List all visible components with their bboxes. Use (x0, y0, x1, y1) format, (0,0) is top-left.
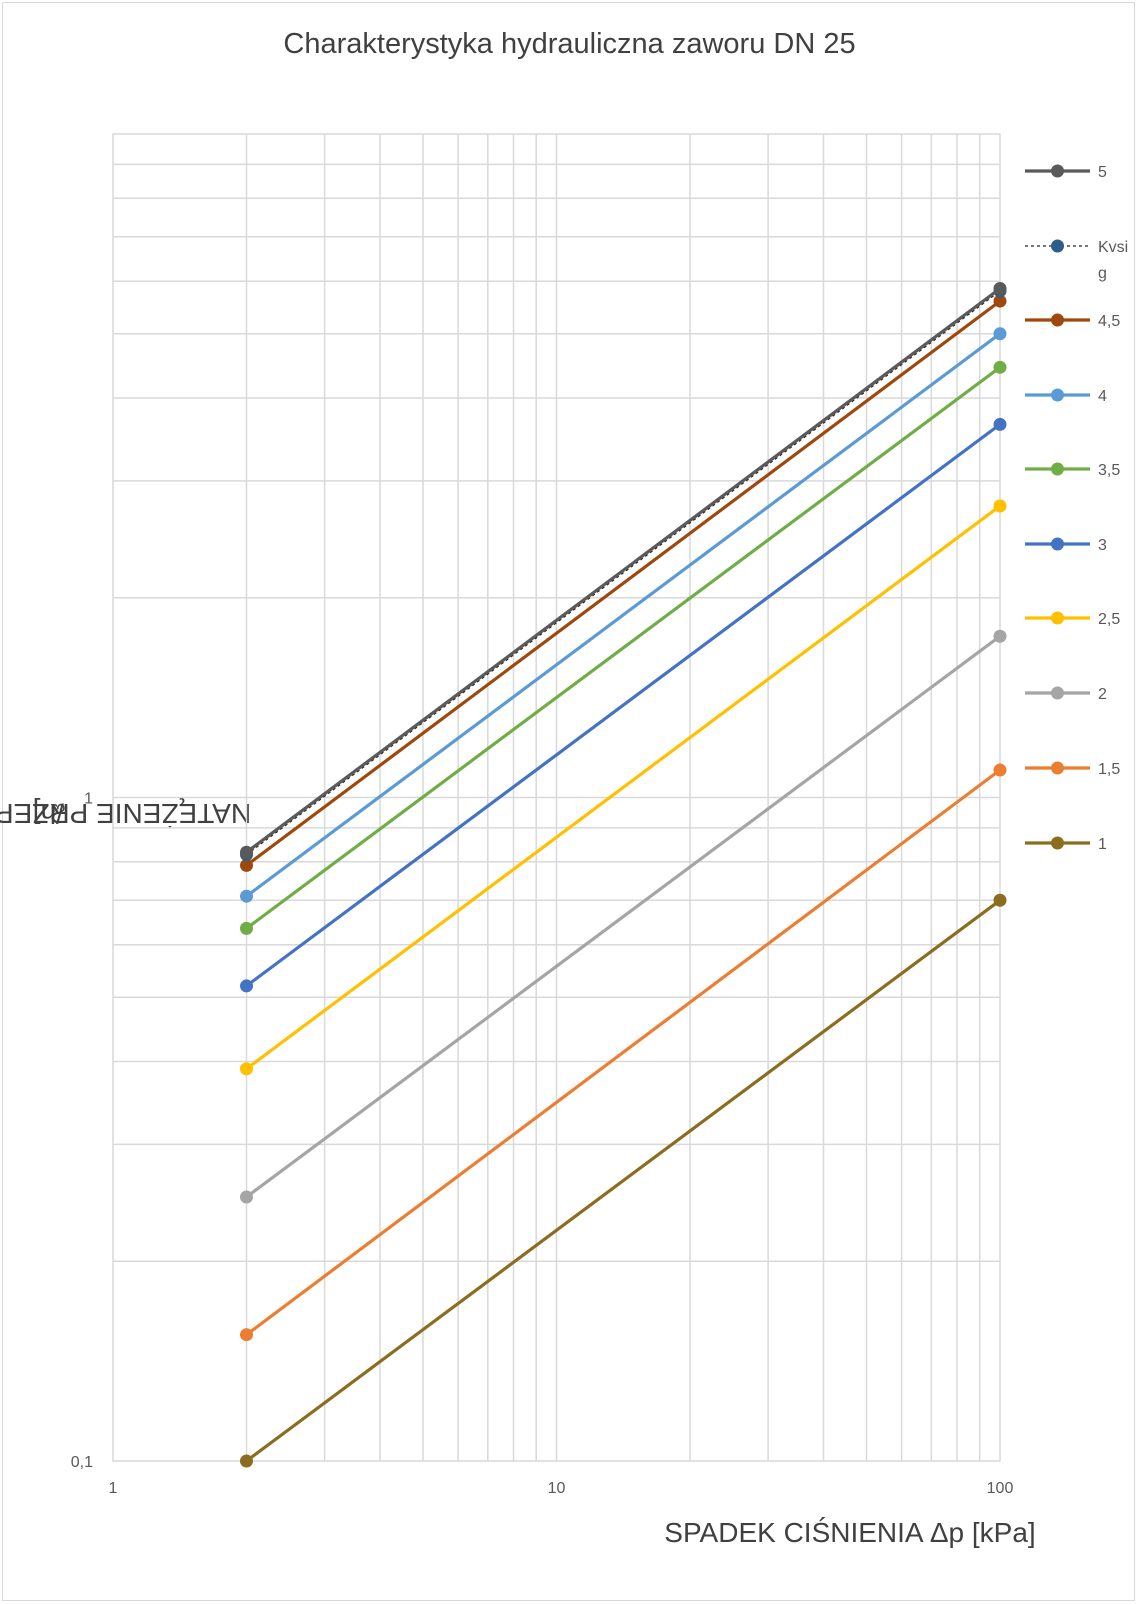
data-point-3,5 (993, 360, 1007, 374)
data-point-5 (993, 281, 1007, 295)
legend-label-3,5: 3,5 (1098, 462, 1120, 479)
legend-label-2: 2 (1098, 686, 1107, 703)
series-line-1 (245, 899, 1001, 1463)
legend-label-Kvsig-part2: g (1098, 265, 1107, 282)
legend-label-5: 5 (1098, 164, 1107, 181)
data-point-4,5 (240, 858, 254, 872)
legend-marker-3 (1051, 537, 1064, 551)
legend-marker-1,5 (1051, 761, 1064, 775)
series-line-2 (245, 634, 1001, 1199)
chart-title: Charakterystyka hydrauliczna zaworu DN 2… (283, 28, 856, 60)
legend-marker-1 (1051, 836, 1064, 850)
data-point-2,5 (240, 1062, 254, 1076)
data-point-3 (240, 979, 254, 993)
grid-layer (112, 133, 1001, 1462)
series-line-1,5 (245, 768, 1001, 1336)
legend-marker-2,5 (1051, 611, 1064, 625)
data-point-4 (993, 327, 1007, 341)
x-tick-label: 10 (548, 1480, 566, 1497)
legend-label-2,5: 2,5 (1098, 611, 1120, 628)
legend-marker-3,5 (1051, 462, 1064, 476)
x-axis-title: SPADEK CIŚNIENIA Δp [kPa] (664, 1517, 1036, 1548)
legend-label-1,5: 1,5 (1098, 761, 1120, 778)
legend-label-1: 1 (1098, 836, 1107, 853)
data-point-2 (993, 629, 1007, 643)
data-point-3 (993, 417, 1007, 431)
legend-label-3: 3 (1098, 537, 1107, 554)
series-line-5 (245, 287, 1001, 854)
series-line-3 (245, 423, 1001, 988)
legend-marker-4,5 (1051, 313, 1064, 327)
series-line-2,5 (245, 504, 1001, 1071)
data-point-2 (240, 1190, 254, 1204)
series-line-Kvsig (246, 290, 1001, 856)
tick-layer: 1 10 100 0,1 1 (71, 791, 1014, 1498)
data-point-4,5 (993, 294, 1007, 308)
legend-layer: 5 Kvsi g 4,5 4 3,5 3 2,5 2 1,5 1 (1025, 164, 1128, 853)
data-point-1,5 (240, 1328, 254, 1342)
legend-marker-5 (1051, 164, 1064, 178)
data-point-1,5 (993, 763, 1007, 777)
data-point-1 (993, 893, 1007, 907)
legend-label-4,5: 4,5 (1098, 313, 1120, 330)
data-point-1 (240, 1454, 254, 1468)
legend-marker-2 (1051, 686, 1064, 700)
data-point-3,5 (240, 921, 254, 935)
x-tick-label: 1 (109, 1480, 118, 1497)
legend-label-Kvsig-part1: Kvsi (1098, 239, 1128, 256)
series-layer (240, 281, 1007, 1468)
series-line-4 (245, 332, 1001, 898)
legend-marker-Kvsig (1051, 239, 1064, 253)
series-line-4,5 (245, 299, 1001, 867)
legend-marker-4 (1051, 388, 1064, 402)
data-point-2,5 (993, 499, 1007, 513)
data-point-5 (240, 845, 254, 859)
data-point-4 (240, 889, 254, 903)
series-line-3,5 (245, 366, 1001, 930)
legend-label-4: 4 (1098, 388, 1107, 405)
x-tick-label: 100 (987, 1480, 1014, 1497)
y-tick-label: 1 (84, 791, 93, 808)
y-tick-label: 0,1 (71, 1454, 93, 1471)
